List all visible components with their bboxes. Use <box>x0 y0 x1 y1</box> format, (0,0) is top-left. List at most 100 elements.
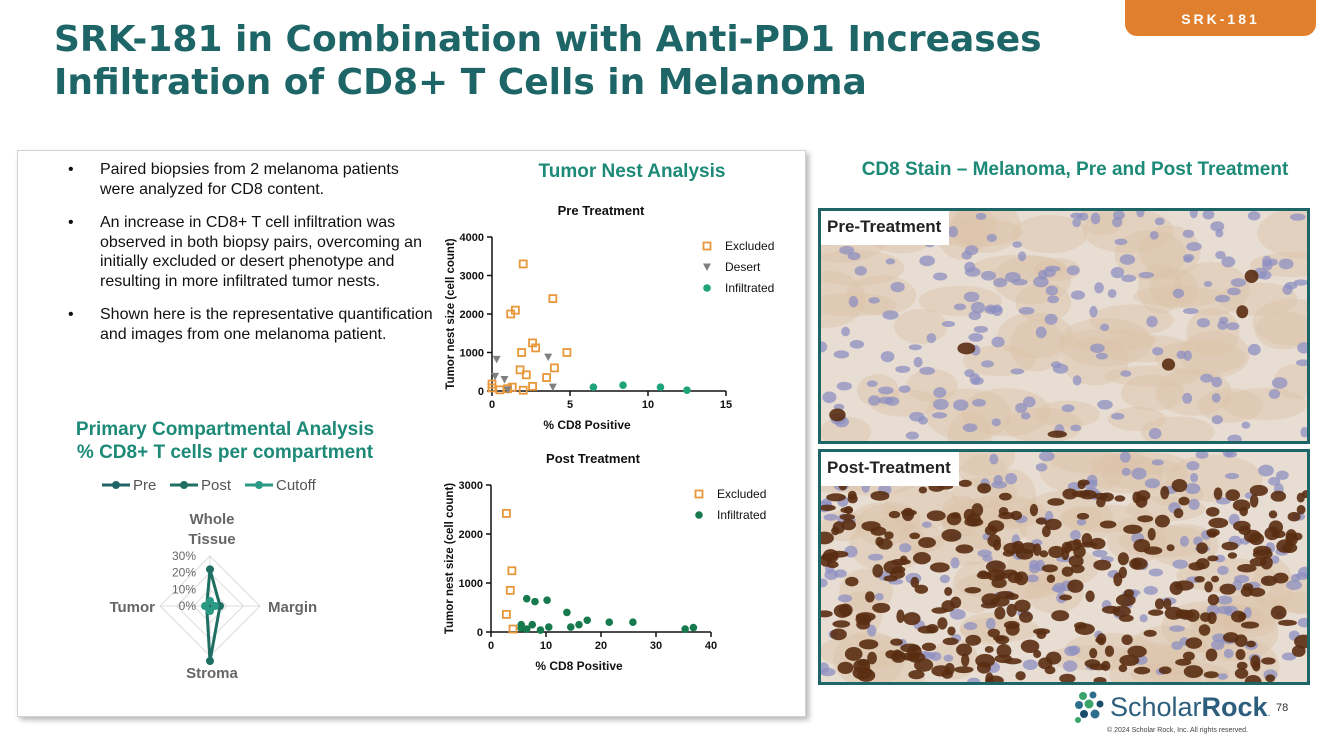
cd8-positive-cell <box>1117 552 1129 566</box>
nucleus <box>933 272 948 281</box>
nucleus <box>836 381 852 391</box>
nucleus <box>1076 518 1087 526</box>
cd8-positive-cell <box>1005 622 1020 636</box>
x-axis-label: % CD8 Positive <box>535 659 623 673</box>
nucleus <box>1217 565 1229 576</box>
cd8-positive-cell <box>977 483 992 494</box>
cd8-positive-cell <box>861 521 881 532</box>
y-tick-label: 2000 <box>459 529 483 541</box>
cd8-positive-cell <box>1154 598 1165 610</box>
nucleus <box>985 617 996 630</box>
data-point-infiltrated <box>656 383 665 391</box>
tissue-stroma <box>1061 337 1129 386</box>
cd8-positive-cell <box>821 610 833 618</box>
cd8-positive-cell <box>1260 556 1273 570</box>
nucleus <box>1035 462 1048 472</box>
cd8-positive-cell <box>985 672 994 682</box>
nucleus <box>821 667 836 677</box>
cd8-positive-cell <box>1118 566 1127 579</box>
cd8-positive-cell <box>1178 609 1195 620</box>
nucleus <box>1262 255 1272 267</box>
pre-treatment-image: Pre-Treatment <box>818 208 1310 444</box>
cd8-positive-cell <box>1238 612 1247 621</box>
tissue-stroma <box>1082 211 1174 254</box>
data-point-excluded <box>502 609 511 619</box>
cd8-positive-cell <box>1207 530 1218 538</box>
legend-label-post: Post <box>201 477 232 494</box>
nucleus <box>926 333 937 344</box>
cd8-positive-cell <box>1227 552 1238 559</box>
tissue-stroma <box>940 495 982 538</box>
nucleus <box>1148 428 1162 440</box>
nucleus <box>977 549 992 558</box>
cd8-positive-cell <box>1222 632 1239 643</box>
cd8-positive-cell <box>1061 546 1070 561</box>
cd8-positive-cell <box>1296 504 1306 515</box>
cd8-positive-cell <box>1047 498 1065 506</box>
cd8-positive-cell <box>832 620 851 628</box>
radar-tick-label: 30% <box>172 549 196 563</box>
axis-label-stroma: Stroma <box>186 665 238 682</box>
cd8-positive-cell <box>1244 674 1262 682</box>
page-number: 78 <box>1276 702 1289 714</box>
nucleus <box>1211 376 1223 388</box>
nucleus <box>1223 648 1234 659</box>
nucleus <box>1070 529 1081 541</box>
tissue-stroma <box>1172 262 1250 316</box>
data-point-excluded <box>495 385 505 395</box>
nucleus <box>968 333 984 342</box>
tissue-stroma <box>1079 211 1125 236</box>
cd8-positive-cell <box>1019 542 1037 554</box>
cd8-positive-cell <box>870 490 890 501</box>
nucleus <box>1190 472 1199 483</box>
cd8-positive-cell <box>1002 569 1018 576</box>
cd8-positive-cell <box>888 510 901 519</box>
nucleus <box>947 225 959 238</box>
cd8-positive-cell <box>1133 538 1151 553</box>
nucleus <box>841 326 850 337</box>
nucleus <box>1095 352 1109 360</box>
radar-point-cutoff <box>206 607 214 615</box>
data-point-excluded <box>487 379 497 389</box>
nucleus <box>1119 452 1131 463</box>
data-point-excluded <box>511 305 520 315</box>
radar-point-cutoff <box>206 597 214 605</box>
cd8-positive-cell <box>921 642 937 652</box>
logo-wordmark: ScholarRock. <box>1110 692 1270 723</box>
nucleus <box>1020 412 1031 420</box>
cd8-positive-cell <box>1059 673 1076 682</box>
nucleus <box>1214 294 1231 303</box>
tissue-stroma <box>1273 364 1307 400</box>
nucleus <box>1215 229 1224 238</box>
cd8-positive-cell <box>1099 520 1117 529</box>
radar-point-cutoff <box>201 602 209 610</box>
cd8-positive-cell <box>1100 660 1111 672</box>
scatter-title: Pre Treatment <box>558 203 645 218</box>
nucleus <box>909 411 925 422</box>
nucleus <box>970 301 985 314</box>
nucleus <box>1215 250 1226 260</box>
nucleus <box>1184 483 1201 495</box>
cd8-positive-cell <box>1093 492 1109 500</box>
cd8-positive-cell <box>1242 583 1254 592</box>
cd8-positive-cell <box>985 560 1006 573</box>
nucleus <box>1268 476 1281 486</box>
radar-chart: Pre Post Cutoff 0% 10% 20% 30% Whole Tissue Margi… <box>102 477 317 682</box>
nucleus <box>1227 434 1242 441</box>
cd8-positive-cell <box>872 564 884 578</box>
nucleus <box>1072 218 1081 228</box>
cd8-positive-cell <box>839 513 855 521</box>
nucleus <box>1200 373 1214 383</box>
cd8-positive-cell <box>1118 664 1128 673</box>
cd8-positive-cell <box>821 504 836 511</box>
cd8-positive-cell <box>914 658 934 672</box>
nucleus <box>1281 652 1297 661</box>
cd8-positive-cell <box>998 492 1012 501</box>
data-point-infiltrated <box>566 623 575 631</box>
legend-marker-excluded <box>694 489 704 499</box>
cd8-positive-cell <box>1270 490 1287 502</box>
cd8-positive-cell <box>1237 563 1257 573</box>
nucleus <box>868 297 880 304</box>
cd8-positive-cell <box>1204 581 1213 593</box>
y-axis-label: Tumor nest size (cell count) <box>445 238 457 389</box>
